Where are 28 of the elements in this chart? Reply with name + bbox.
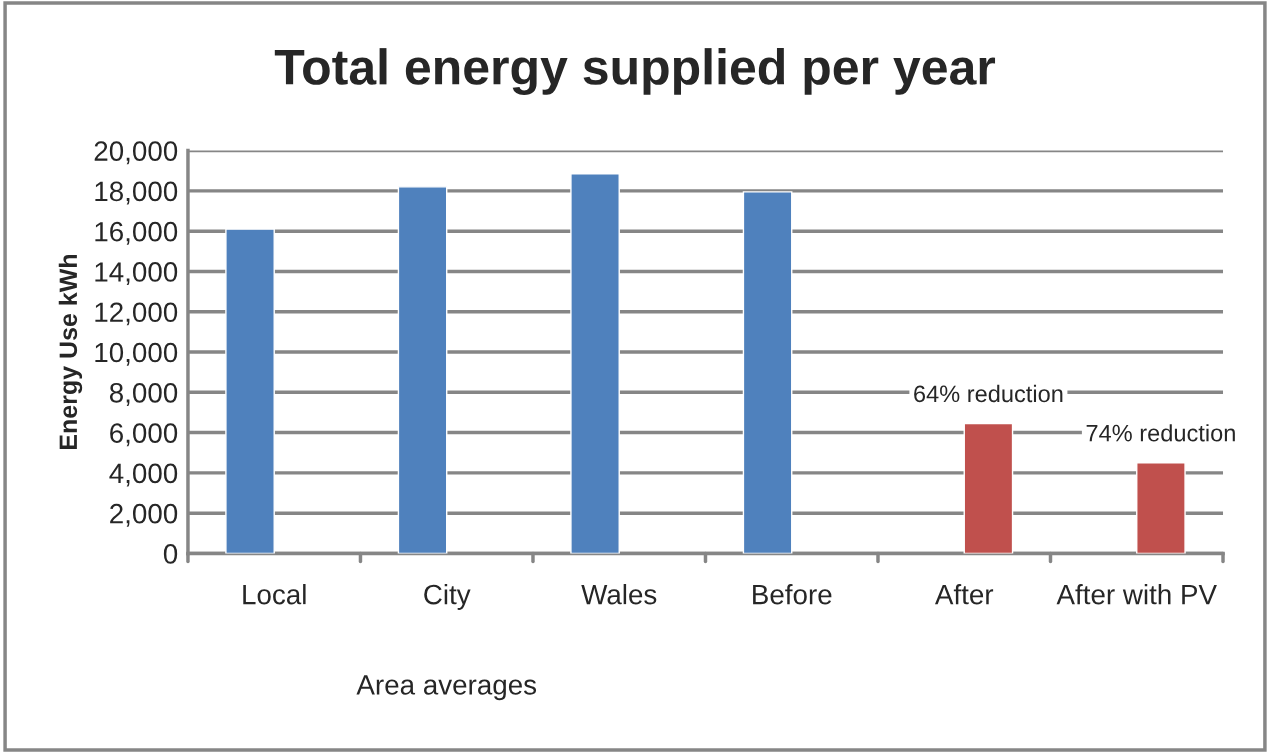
y-tick-label: 8,000 — [109, 382, 178, 406]
y-tick-label: 0 — [163, 544, 178, 564]
bar — [1136, 462, 1186, 554]
y-tick-label: 18,000 — [95, 181, 178, 205]
x-tick-label: Local — [243, 584, 306, 605]
bar — [397, 186, 448, 554]
x-tick-label: After — [934, 584, 994, 605]
y-tick-label: 4,000 — [109, 463, 178, 487]
y-tick-label: 14,000 — [95, 262, 178, 286]
bar — [225, 228, 275, 554]
text: Area averages — [356, 675, 537, 701]
annotation: 64% reduction — [914, 384, 1063, 403]
x-tick-label: Before — [753, 584, 832, 605]
bar — [570, 173, 620, 554]
y-tick-label: 20,000 — [94, 141, 178, 165]
chart-title: Total energy supplied per year — [274, 48, 996, 95]
y-tick-label: 10,000 — [95, 342, 178, 366]
y-tick-label: 12,000 — [95, 302, 178, 326]
y-tick-label: 16,000 — [95, 221, 178, 245]
y-axis-title: Energy Use kWh — [58, 254, 83, 449]
annotation: 74% reduction — [1086, 424, 1235, 442]
y-tick-label: 6,000 — [110, 423, 178, 447]
bar — [963, 422, 1014, 554]
x-tick-label: After with PV — [1056, 584, 1217, 605]
x-tick-label: City — [424, 584, 471, 610]
bar — [742, 191, 793, 554]
y-tick-label: 2,000 — [110, 503, 178, 527]
x-tick-label: Wales — [581, 584, 657, 605]
